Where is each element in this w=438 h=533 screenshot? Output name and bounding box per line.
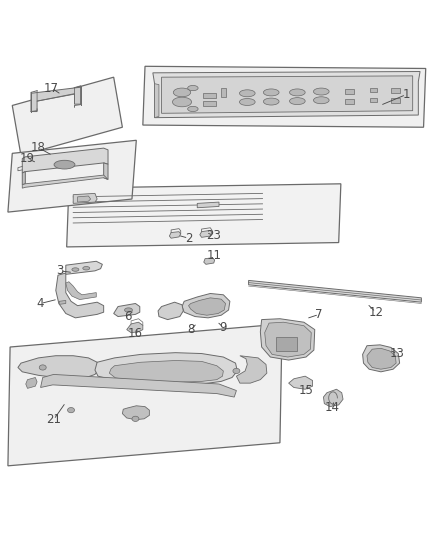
- Text: 19: 19: [20, 152, 35, 165]
- Polygon shape: [289, 376, 313, 389]
- Ellipse shape: [187, 107, 198, 111]
- Polygon shape: [8, 140, 136, 212]
- Bar: [391, 98, 399, 103]
- Polygon shape: [41, 375, 237, 397]
- Polygon shape: [18, 356, 99, 379]
- Polygon shape: [363, 345, 399, 372]
- Polygon shape: [265, 322, 311, 357]
- Polygon shape: [59, 301, 66, 304]
- Text: 23: 23: [206, 229, 221, 241]
- Polygon shape: [153, 71, 420, 118]
- Text: 17: 17: [44, 82, 59, 94]
- Ellipse shape: [72, 268, 79, 271]
- Polygon shape: [31, 87, 81, 111]
- Bar: [345, 89, 354, 94]
- Text: 16: 16: [128, 327, 143, 341]
- Bar: [370, 98, 378, 102]
- Text: 7: 7: [315, 308, 323, 321]
- Ellipse shape: [240, 90, 255, 97]
- Bar: [370, 88, 378, 92]
- Polygon shape: [56, 273, 104, 318]
- Bar: [276, 337, 297, 351]
- Polygon shape: [78, 196, 91, 202]
- Text: 1: 1: [403, 88, 410, 101]
- Ellipse shape: [67, 408, 74, 413]
- Text: 8: 8: [187, 323, 194, 336]
- Polygon shape: [22, 175, 108, 188]
- Ellipse shape: [173, 88, 191, 97]
- Polygon shape: [162, 76, 413, 114]
- Polygon shape: [200, 230, 212, 237]
- Polygon shape: [104, 163, 108, 180]
- Polygon shape: [143, 66, 426, 127]
- Ellipse shape: [314, 88, 329, 95]
- Ellipse shape: [83, 266, 90, 270]
- Polygon shape: [323, 389, 343, 407]
- Bar: [345, 99, 354, 104]
- Text: 18: 18: [31, 141, 46, 154]
- Ellipse shape: [39, 365, 46, 370]
- Ellipse shape: [314, 97, 329, 104]
- Bar: [391, 87, 399, 93]
- Polygon shape: [22, 172, 25, 184]
- Ellipse shape: [187, 85, 198, 91]
- Polygon shape: [67, 184, 341, 247]
- Polygon shape: [204, 258, 215, 264]
- Polygon shape: [182, 294, 230, 318]
- Polygon shape: [367, 349, 396, 369]
- Text: 3: 3: [57, 264, 64, 277]
- Bar: [203, 101, 216, 106]
- Polygon shape: [73, 193, 97, 204]
- Ellipse shape: [173, 97, 191, 107]
- Polygon shape: [155, 84, 159, 118]
- Polygon shape: [249, 280, 421, 302]
- Text: 9: 9: [219, 321, 227, 334]
- Polygon shape: [122, 406, 149, 419]
- Polygon shape: [26, 377, 37, 389]
- Polygon shape: [110, 360, 223, 382]
- Ellipse shape: [290, 89, 305, 96]
- Ellipse shape: [263, 98, 279, 105]
- Polygon shape: [8, 324, 282, 466]
- Polygon shape: [170, 232, 181, 238]
- Text: 6: 6: [124, 310, 131, 323]
- Text: 12: 12: [368, 306, 383, 319]
- Ellipse shape: [54, 160, 75, 169]
- Ellipse shape: [240, 99, 255, 106]
- Polygon shape: [22, 148, 108, 173]
- Polygon shape: [188, 298, 226, 315]
- Polygon shape: [127, 322, 143, 333]
- Polygon shape: [197, 202, 219, 208]
- Ellipse shape: [290, 98, 305, 104]
- Polygon shape: [95, 353, 237, 385]
- Bar: [203, 93, 216, 98]
- Ellipse shape: [233, 368, 240, 374]
- Polygon shape: [158, 302, 184, 320]
- Text: 21: 21: [46, 413, 61, 426]
- Ellipse shape: [124, 308, 132, 312]
- Polygon shape: [260, 319, 315, 360]
- Text: 15: 15: [299, 384, 314, 397]
- Text: 4: 4: [37, 297, 44, 310]
- Ellipse shape: [132, 416, 139, 422]
- Text: 2: 2: [185, 232, 192, 245]
- Polygon shape: [114, 303, 140, 317]
- Text: 11: 11: [207, 249, 222, 262]
- Bar: [221, 88, 226, 97]
- Ellipse shape: [263, 89, 279, 96]
- Polygon shape: [66, 261, 102, 274]
- Polygon shape: [66, 282, 96, 300]
- Text: 13: 13: [390, 347, 405, 360]
- Polygon shape: [12, 77, 122, 156]
- Text: 14: 14: [325, 401, 339, 415]
- Polygon shape: [237, 356, 267, 383]
